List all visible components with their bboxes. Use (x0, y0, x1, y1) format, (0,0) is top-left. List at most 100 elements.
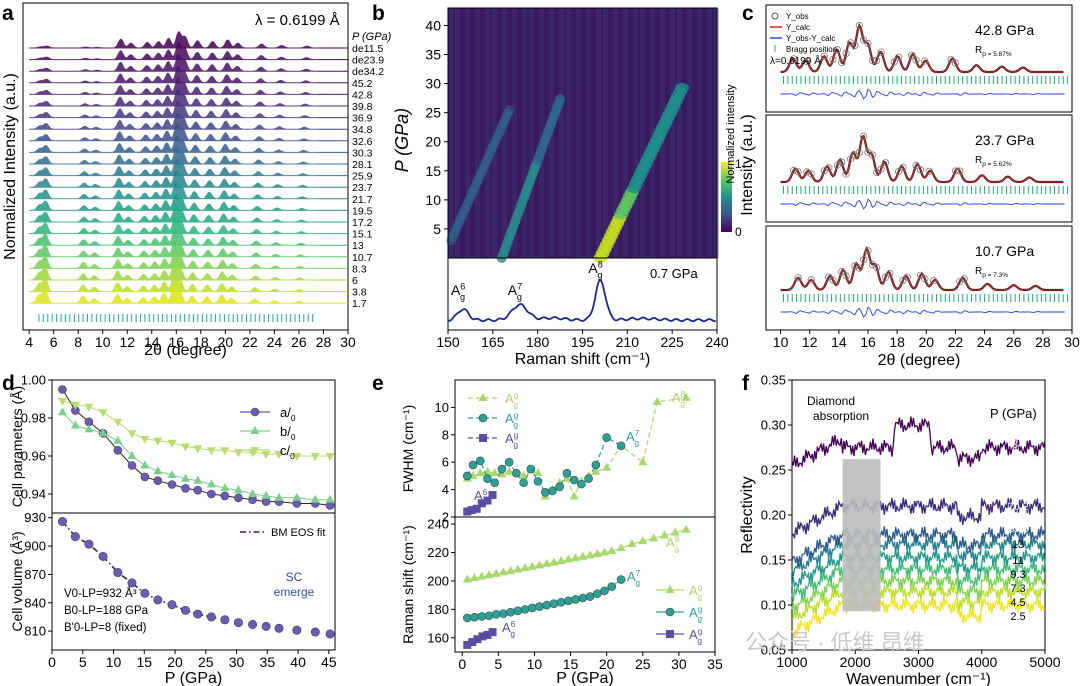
legend-marker (665, 585, 675, 593)
y-obs-point (825, 164, 833, 172)
panel-letter: a (2, 2, 14, 25)
x-tick-label: 225 (660, 334, 684, 350)
y-tick-label: 10 (425, 192, 441, 208)
data-point (513, 606, 523, 616)
legend-marker (478, 393, 488, 401)
x-tick-label: 5 (79, 654, 87, 670)
data-point (577, 479, 586, 489)
data-point (193, 609, 203, 619)
data-point (153, 437, 163, 446)
data-point (274, 623, 284, 633)
y-obs-point (855, 21, 863, 30)
xrd-pattern (29, 274, 318, 293)
data-point (497, 469, 507, 478)
data-point (607, 546, 617, 555)
data-point (520, 563, 530, 572)
y-axis-title: Reflectivity (739, 476, 756, 553)
xrd-pattern (29, 31, 318, 49)
data-point (540, 488, 550, 497)
y-obs-point (807, 170, 815, 178)
data-point (127, 578, 137, 588)
pressure-label: 13 (352, 240, 364, 252)
y-axis-title: Normalized Intensity (a.u.) (2, 73, 19, 260)
y-obs-point (803, 168, 811, 176)
x-tick-label: 24 (267, 334, 283, 350)
data-point (627, 539, 637, 547)
subplot-frame (765, 114, 1073, 223)
y-obs-point (803, 57, 811, 66)
reflectivity-curve (791, 416, 1046, 468)
y-obs-point (894, 53, 903, 61)
y-tick-label: 240 (427, 517, 449, 532)
data-point (591, 466, 601, 475)
heatmap-texture (697, 8, 702, 258)
data-point (57, 517, 67, 527)
data-point (512, 468, 521, 478)
data-point (181, 605, 191, 615)
data-point (153, 476, 163, 486)
y-tick-label: 35 (425, 47, 441, 63)
pressure-label: 39.8 (352, 101, 373, 113)
pressure-label: 23.7 (352, 182, 373, 194)
xrd-pattern (29, 262, 318, 281)
series-label: A7 g (627, 568, 641, 588)
y-tick-label: 20 (425, 134, 441, 150)
data-point (569, 475, 579, 485)
x-tick-label: 18 (193, 334, 209, 350)
y-tick-label: 0.10 (761, 598, 786, 613)
data-point (616, 575, 626, 584)
data-point (193, 475, 203, 484)
data-point (140, 472, 150, 482)
data-point (562, 468, 572, 478)
data-point (535, 602, 544, 611)
y-obs-point (790, 55, 798, 63)
y-obs-point (838, 58, 846, 67)
data-point (681, 524, 691, 533)
x-axis-title: 2θ (degree) (144, 342, 227, 359)
data-point (113, 445, 123, 455)
x-tick-label: 6 (50, 334, 58, 350)
x-tick-label: 3000 (903, 654, 934, 670)
data-point (578, 551, 588, 560)
data-point (57, 397, 67, 406)
data-point (310, 494, 320, 503)
legend-marker (666, 630, 674, 638)
y-obs-point (855, 264, 863, 272)
xrd-pattern (29, 251, 318, 269)
sc-label-line1: SC (286, 570, 303, 584)
pressure-label: 8.3 (352, 263, 367, 275)
series-label: A6 g (474, 487, 488, 507)
xrd-pattern (29, 123, 318, 142)
subplot-frame (765, 225, 1073, 331)
y-obs-point (873, 263, 881, 272)
x-tick-label: 22 (242, 334, 258, 350)
data-point (140, 435, 150, 444)
x-tick-label: 20 (599, 656, 615, 672)
panel-letter: f (742, 372, 750, 395)
data-point (475, 468, 485, 477)
y-obs-point (877, 165, 885, 173)
series-label: A7 g (626, 428, 640, 448)
pressure-label: 17.2 (352, 217, 373, 229)
y-tick-label: 4 (442, 482, 449, 497)
heatmap-texture (475, 8, 480, 258)
y-obs-point (829, 276, 837, 284)
pressure-label: de23.9 (352, 55, 384, 67)
data-point (549, 599, 559, 608)
colorbar-min: 0 (735, 225, 742, 239)
x-tick-label: 20 (218, 334, 234, 350)
y-obs-point (794, 274, 802, 282)
sc-label-line2: emerge (274, 585, 315, 599)
x-tick-label: 12 (119, 334, 135, 350)
y-tick-label: 10 (435, 400, 449, 415)
xrd-pattern (29, 111, 318, 130)
x-axis-title: P (GPa) (165, 670, 223, 686)
subplot-pressure: 42.8 GPa (975, 22, 1034, 38)
y-obs-point (820, 52, 828, 60)
data-point (470, 573, 479, 582)
diamond-absorption-region (842, 459, 881, 612)
data-point (592, 589, 602, 599)
subplot-pressure: 10.7 GPa (975, 243, 1034, 259)
heatmap-texture (670, 8, 675, 258)
